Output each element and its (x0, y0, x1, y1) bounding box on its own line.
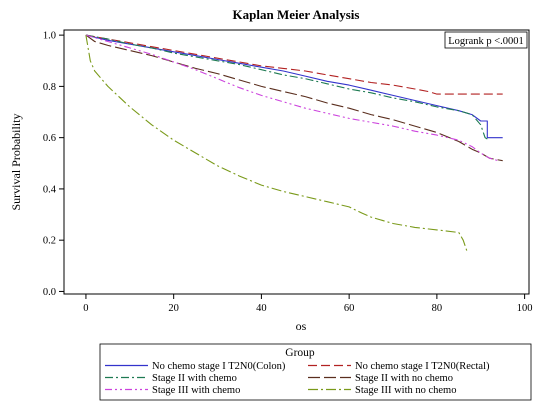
series-line (85, 34, 503, 162)
x-tick-label: 40 (256, 303, 267, 314)
x-tick-label: 100 (517, 303, 533, 314)
y-tick-label: 0.0 (43, 287, 56, 298)
legend: No chemo stage I T2N0(Colon) No chemo sta… (105, 361, 490, 396)
legend-label: Stage II with no chemo (355, 373, 453, 384)
legend-title: Group (285, 347, 315, 359)
legend-label: Stage III with chemo (152, 385, 240, 396)
logrank-annotation: Logrank p <.0001 (448, 36, 524, 47)
chart-title: Kaplan Meier Analysis (233, 7, 360, 22)
y-axis-title: Survival Probability (9, 114, 23, 211)
legend-label: Stage II with chemo (152, 373, 237, 384)
series-line (85, 34, 503, 139)
y-tick-label: 0.4 (43, 184, 57, 195)
x-axis-title: os (296, 319, 307, 333)
series-line (85, 34, 490, 141)
x-tick-label: 60 (344, 303, 355, 314)
x-tick-label: 80 (432, 303, 443, 314)
legend-label: No chemo stage I T2N0(Colon) (152, 361, 286, 372)
x-tick-label: 20 (168, 303, 179, 314)
y-axis: 0.0 0.2 0.4 0.6 0.8 1.0 (43, 31, 64, 298)
x-axis: 0 20 40 60 80 100 (83, 294, 532, 314)
logrank-box (444, 31, 528, 49)
series-line (85, 34, 499, 162)
series-layer (85, 34, 503, 254)
y-tick-label: 0.8 (43, 82, 56, 93)
series-line (85, 34, 503, 95)
plot-frame (63, 29, 530, 295)
legend-label: No chemo stage I T2N0(Rectal) (355, 361, 490, 372)
x-tick-label: 0 (83, 303, 88, 314)
y-tick-label: 0.6 (43, 133, 56, 144)
legend-label: Stage III with no chemo (355, 385, 456, 396)
series-line (85, 35, 469, 254)
y-tick-label: 0.2 (43, 236, 56, 247)
legend-box (99, 343, 532, 401)
y-tick-label: 1.0 (43, 31, 56, 42)
